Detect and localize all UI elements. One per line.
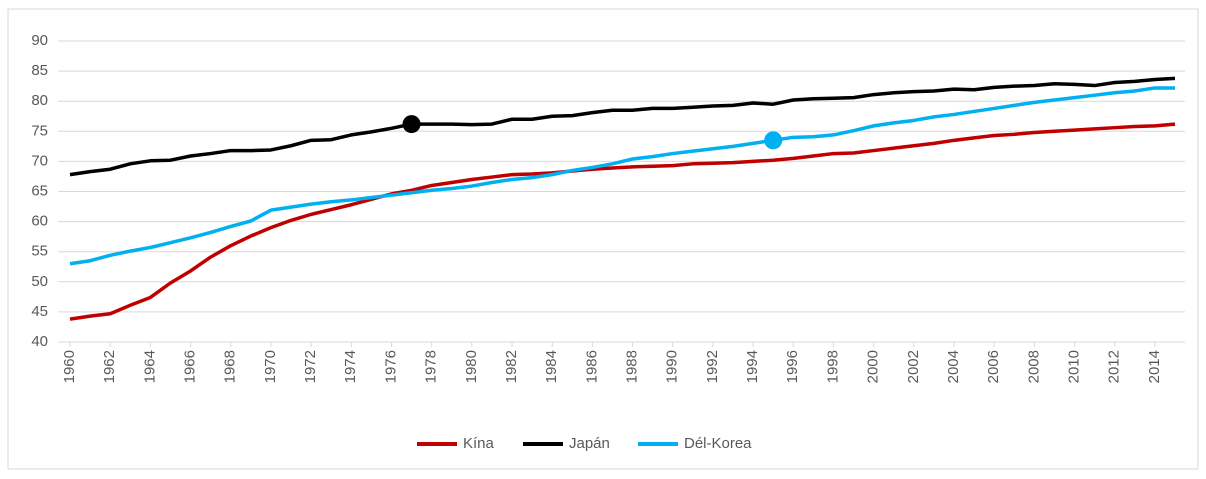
y-tick-label: 60 [31, 213, 48, 230]
y-tick-label: 45 [31, 303, 48, 320]
legend-label: Dél-Korea [684, 435, 752, 452]
x-tick-label: 1992 [704, 350, 721, 383]
x-tick-label: 1960 [61, 350, 78, 383]
series-line [69, 86, 1175, 266]
y-tick-label: 40 [31, 333, 48, 350]
legend-label: Kína [463, 435, 495, 452]
x-tick-label: 1972 [302, 350, 319, 383]
y-tick-label: 55 [31, 243, 48, 260]
y-tick-label: 75 [31, 122, 48, 139]
x-tick-label: 1996 [784, 350, 801, 383]
x-tick-label: 1964 [141, 350, 158, 383]
y-tick-label: 90 [31, 32, 48, 49]
y-tick-label: 70 [31, 152, 48, 169]
x-tick-label: 1976 [382, 350, 399, 383]
x-tick-label: 1986 [583, 350, 600, 383]
x-tick-label: 1984 [543, 350, 560, 383]
x-tick-label: 2000 [865, 350, 882, 383]
x-tick-label: 1994 [744, 350, 761, 383]
x-tick-label: 1966 [182, 350, 199, 383]
x-tick-label: 1988 [624, 350, 641, 383]
x-tick-label: 1968 [222, 350, 239, 383]
legend-label: Japán [569, 435, 610, 452]
y-tick-label: 80 [31, 92, 48, 109]
x-tick-label: 1998 [824, 350, 841, 383]
x-tick-label: 2010 [1066, 350, 1083, 383]
x-tick-label: 1990 [664, 350, 681, 383]
x-tick-label: 2002 [905, 350, 922, 383]
x-tick-label: 1962 [101, 350, 118, 383]
x-tick-label: 2006 [985, 350, 1002, 383]
x-tick-label: 1970 [262, 350, 279, 383]
y-tick-label: 65 [31, 182, 48, 199]
x-tick-label: 1982 [503, 350, 520, 383]
y-tick-label: 50 [31, 273, 48, 290]
highlight-marker [402, 115, 421, 134]
x-tick-label: 2014 [1146, 350, 1163, 383]
x-tick-label: 1980 [463, 350, 480, 383]
x-tick-label: 2008 [1025, 350, 1042, 383]
series-line [69, 76, 1176, 177]
highlight-marker [764, 131, 783, 150]
y-tick-label: 85 [31, 62, 48, 79]
series-line [69, 122, 1176, 321]
x-tick-label: 2012 [1106, 350, 1123, 383]
x-tick-label: 1974 [342, 350, 359, 383]
x-tick-label: 1978 [423, 350, 440, 383]
x-tick-label: 2004 [945, 350, 962, 383]
